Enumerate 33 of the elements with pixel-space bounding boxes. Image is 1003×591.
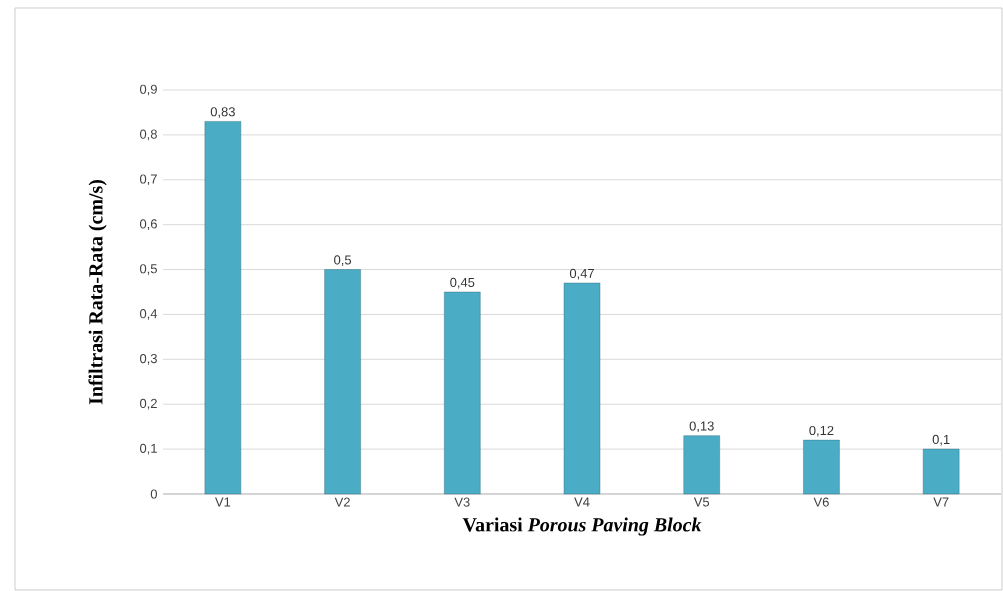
y-tick-label: 0,7 <box>139 174 157 186</box>
data-label: 0,5 <box>334 255 352 267</box>
y-axis-title: Infiltrasi Rata-Rata (cm/s) <box>88 179 107 405</box>
x-tick-label: V5 <box>693 497 710 507</box>
y-tick-label: 0,8 <box>139 129 157 141</box>
y-tick-label: 0,5 <box>139 264 157 275</box>
data-label: 0,47 <box>569 268 594 280</box>
x-tick-label: V1 <box>215 497 231 507</box>
data-label: 0,13 <box>689 421 714 433</box>
x-tick-label: V2 <box>334 497 350 507</box>
bar <box>803 439 840 495</box>
y-tick-label: 0 <box>150 489 157 499</box>
bar <box>324 269 361 495</box>
data-label: 0,12 <box>809 425 834 437</box>
x-axis-title: Variasi Porous Paving Block <box>462 517 702 536</box>
x-tick-label: V6 <box>813 497 829 507</box>
x-tick-label: V4 <box>574 497 590 507</box>
y-tick-label: 0,4 <box>139 309 158 320</box>
bar <box>683 435 720 495</box>
y-tick-label: 0,9 <box>139 84 157 96</box>
y-tick-label: 0,2 <box>139 398 157 410</box>
y-tick-label: 0,6 <box>139 219 157 231</box>
y-tick-label: 0,3 <box>139 353 157 365</box>
data-label: 0,83 <box>210 107 235 118</box>
x-tick-label: V3 <box>454 497 470 507</box>
y-tick-label: 0,1 <box>139 443 157 455</box>
data-label: 0,1 <box>932 434 950 446</box>
data-label: 0,45 <box>450 277 475 289</box>
x-tick-label: V7 <box>933 497 949 507</box>
bar <box>444 291 481 495</box>
bar <box>563 282 601 495</box>
bar <box>922 448 960 495</box>
bar <box>204 121 242 495</box>
